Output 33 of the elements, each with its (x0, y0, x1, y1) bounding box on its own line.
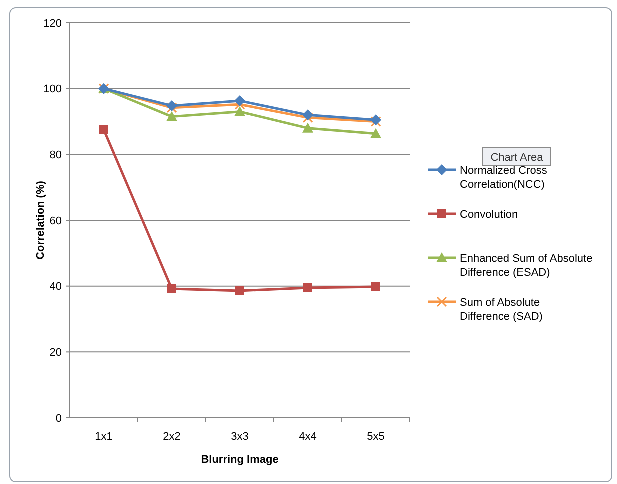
point (234, 106, 246, 116)
legend-label: Enhanced Sum of Absolute Difference (ESAD) (460, 252, 593, 279)
y-tick-label: 120 (44, 18, 62, 30)
point (168, 284, 176, 294)
point (166, 111, 178, 122)
y-tick-label: 20 (50, 347, 62, 360)
x-tick-label: 5x5 (367, 431, 385, 443)
x-tick-label: 3x3 (231, 431, 249, 443)
x-axis-title: Blurring Image (201, 454, 279, 466)
text: Chart Area (490, 152, 544, 164)
y-tick-label: 80 (50, 150, 62, 162)
x-tick-label: 1x1 (95, 431, 113, 443)
point (100, 125, 108, 134)
point (372, 282, 380, 292)
point (236, 286, 244, 296)
legend-label: Convolution (460, 208, 518, 221)
point (304, 283, 312, 292)
legend-label: Sum of Absolute Difference (SAD) (460, 296, 543, 323)
y-tick-label: 60 (50, 215, 62, 228)
y-axis-title: Correlation (%) (35, 180, 47, 260)
point (302, 112, 314, 124)
point (302, 110, 314, 121)
point (166, 100, 178, 112)
y-tick-label: 100 (44, 84, 62, 96)
point (302, 122, 314, 133)
point (370, 128, 382, 138)
x-tick-label: 4x4 (299, 431, 317, 443)
point (166, 102, 178, 114)
y-tick-label: 0 (56, 412, 62, 425)
x-tick-label: 2x2 (163, 431, 181, 443)
legend-label: Normalized Cross Correlation(NCC) (460, 164, 548, 191)
y-tick-label: 40 (50, 281, 62, 294)
point (234, 96, 246, 107)
